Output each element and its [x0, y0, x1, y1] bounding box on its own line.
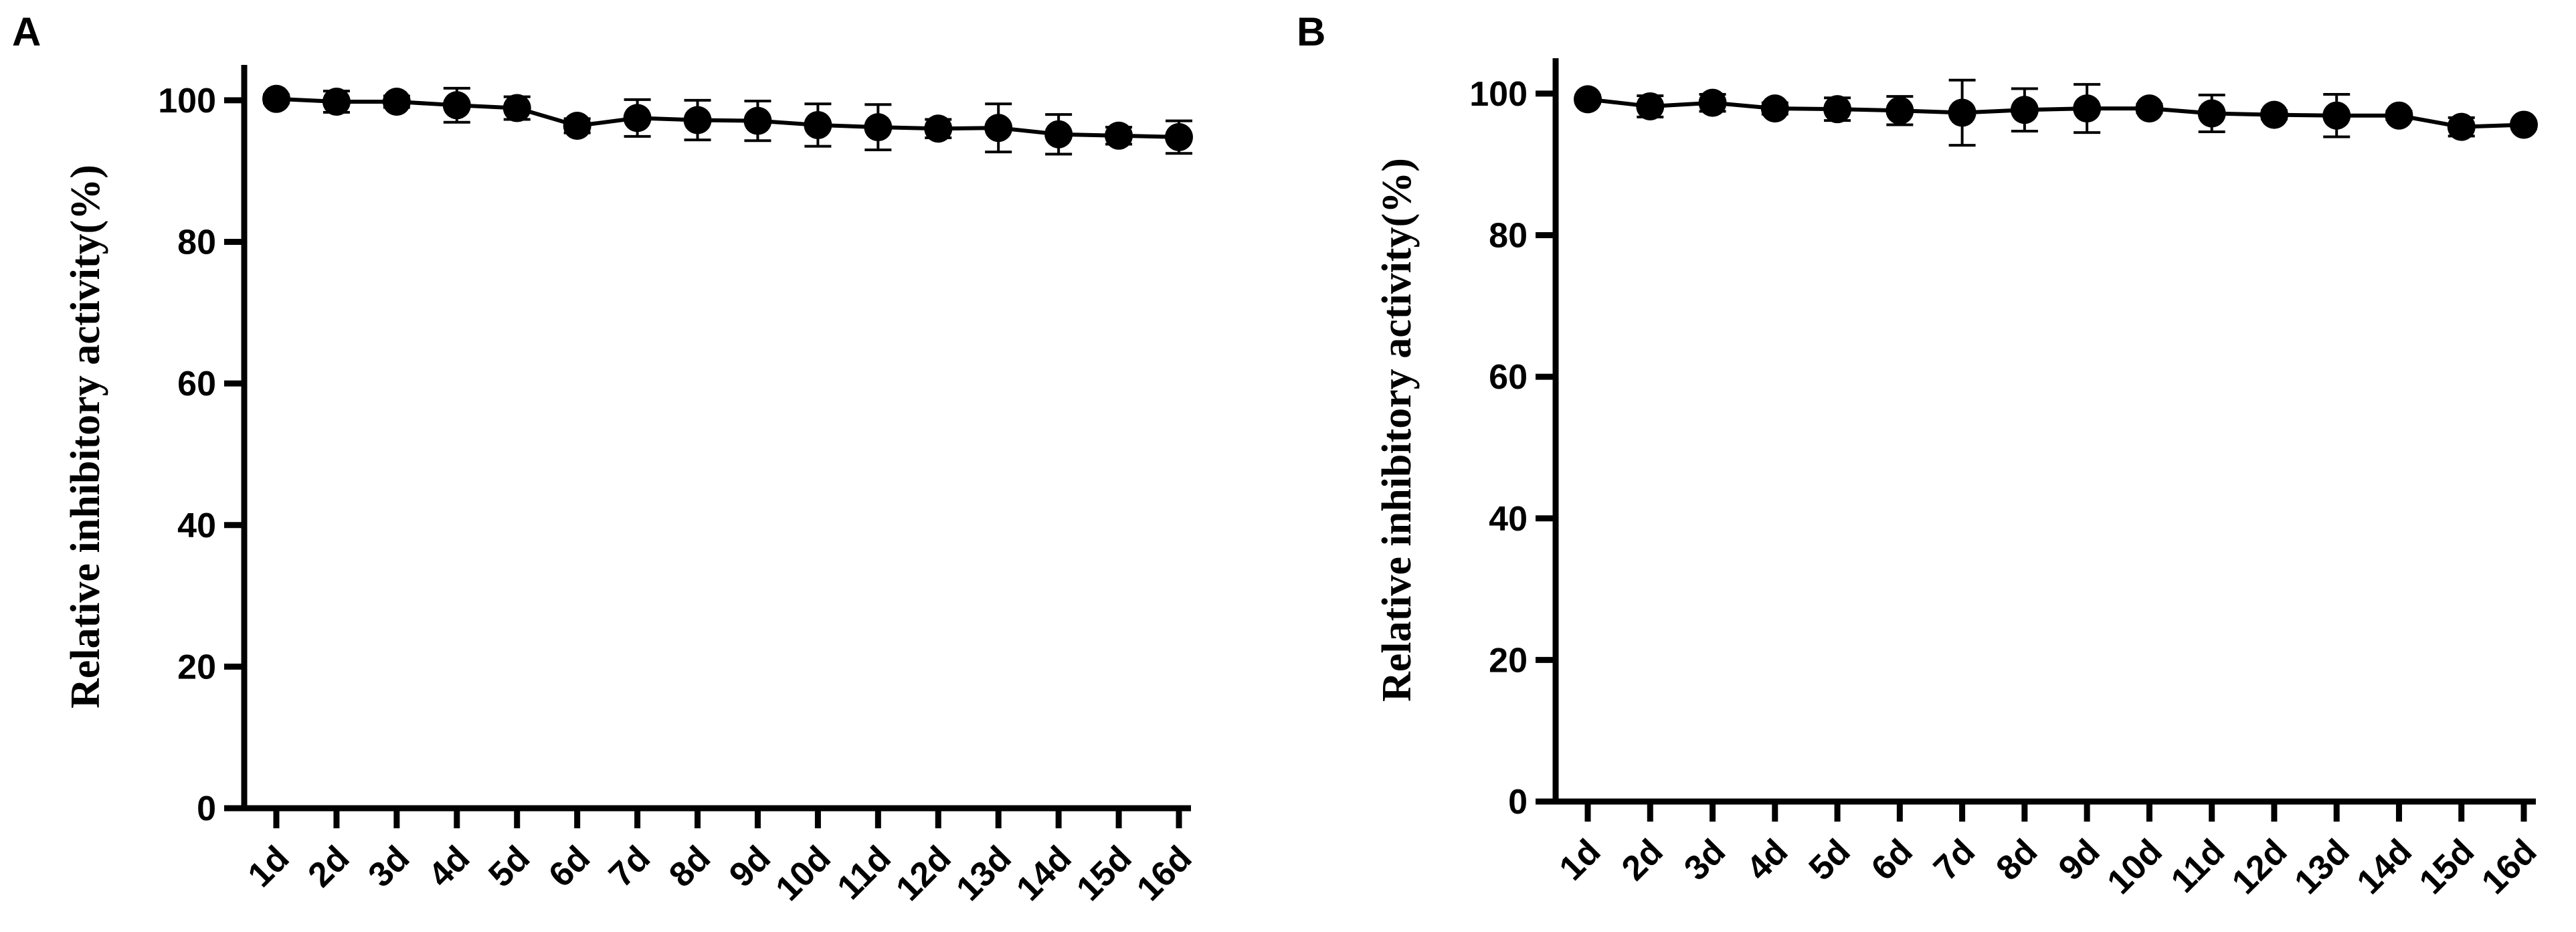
x-tick-label: 15d — [1069, 838, 1139, 908]
data-point — [2010, 96, 2039, 124]
x-tick-label: 14d — [2350, 832, 2419, 901]
data-point — [442, 91, 471, 120]
y-tick-label: 0 — [1508, 783, 1528, 822]
x-tick-label: 3d — [1677, 832, 1733, 888]
data-point — [2260, 100, 2288, 129]
data-point — [1105, 121, 1133, 150]
data-point — [683, 106, 712, 134]
x-tick-label: 14d — [1009, 838, 1079, 908]
y-tick-label: 100 — [158, 82, 216, 120]
x-tick-label: 16d — [2474, 832, 2544, 901]
x-tick-label: 1d — [1552, 832, 1608, 888]
x-tick-label: 4d — [421, 838, 477, 895]
data-point — [262, 84, 290, 113]
y-tick-label: 0 — [197, 789, 216, 828]
data-point — [563, 111, 591, 140]
data-point — [2510, 110, 2538, 139]
data-point — [924, 114, 953, 143]
panel-label: A — [12, 9, 41, 54]
x-tick-label: 6d — [1864, 832, 1920, 888]
data-point — [1885, 96, 1914, 125]
y-tick-label: 40 — [1489, 500, 1528, 539]
x-tick-label: 8d — [1989, 832, 2045, 888]
y-axis-label: Relative inhibitory activity(%) — [1374, 158, 1420, 702]
y-tick-label: 40 — [177, 506, 216, 545]
data-point — [1044, 120, 1073, 149]
panel-a: A 0 20 40 60 80 100 Relative inhibitory activit… — [12, 9, 1199, 909]
data-point — [2322, 101, 2351, 130]
data-point — [2447, 112, 2476, 141]
x-tick-label: 7d — [1926, 832, 1983, 888]
y-tick-label: 60 — [177, 365, 216, 403]
x-tick-label: 5d — [481, 838, 537, 895]
x-tick-label: 13d — [949, 838, 1018, 908]
data-point — [2385, 101, 2413, 130]
x-tick-label: 16d — [1129, 838, 1199, 908]
panel-label: B — [1297, 9, 1325, 54]
data-point — [1698, 88, 1727, 117]
data-point — [804, 110, 832, 139]
y-tick-label: 60 — [1489, 358, 1528, 397]
data-point — [1760, 94, 1789, 123]
data-point — [1574, 85, 1602, 114]
data-point — [1823, 95, 1852, 124]
data-point — [623, 104, 652, 132]
data-point — [2135, 94, 2164, 123]
data-point — [322, 88, 351, 116]
data-point — [1165, 122, 1193, 151]
data-point — [382, 88, 411, 116]
y-tick-label: 80 — [1489, 217, 1528, 256]
data-point — [1948, 98, 1976, 127]
x-tick-label: 6d — [541, 838, 597, 895]
x-tick-label: 1d — [241, 838, 297, 895]
data-point — [2073, 94, 2102, 123]
series-line — [1587, 97, 2524, 129]
x-tick-label: 10d — [769, 838, 838, 908]
y-axis-label: Relative inhibitory activity(%) — [63, 165, 108, 709]
x-tick-label: 5d — [1802, 832, 1858, 888]
x-tick-label: 10d — [2100, 832, 2170, 901]
y-tick-label: 80 — [177, 223, 216, 262]
panel-b: B 0 20 40 60 80 100 Relative inhibitory activit… — [1297, 9, 2544, 902]
y-tick-label: 20 — [1489, 641, 1528, 680]
x-tick-label: 2d — [300, 838, 357, 895]
x-tick-label: 8d — [662, 838, 718, 895]
x-tick-label: 9d — [2051, 832, 2108, 888]
x-tick-label: 12d — [889, 838, 958, 908]
x-tick-label: 9d — [722, 838, 778, 895]
x-tick-label: 3d — [361, 838, 417, 895]
x-tick-label: 11d — [2164, 832, 2232, 900]
data-point — [2197, 99, 2226, 128]
data-point — [502, 94, 531, 122]
data-point — [1636, 92, 1665, 120]
x-tick-label: 13d — [2287, 832, 2357, 901]
x-tick-label: 2d — [1615, 832, 1671, 888]
y-tick-label: 20 — [177, 648, 216, 686]
series-line — [276, 96, 1180, 139]
x-tick-label: 4d — [1739, 832, 1795, 888]
x-tick-label: 11d — [830, 838, 898, 907]
data-point — [743, 106, 772, 135]
x-tick-label: 15d — [2412, 832, 2482, 901]
data-point — [864, 113, 893, 142]
x-tick-label: 12d — [2225, 832, 2294, 901]
data-point — [984, 114, 1013, 143]
y-tick-label: 100 — [1469, 75, 1528, 114]
x-tick-label: 7d — [602, 838, 658, 895]
